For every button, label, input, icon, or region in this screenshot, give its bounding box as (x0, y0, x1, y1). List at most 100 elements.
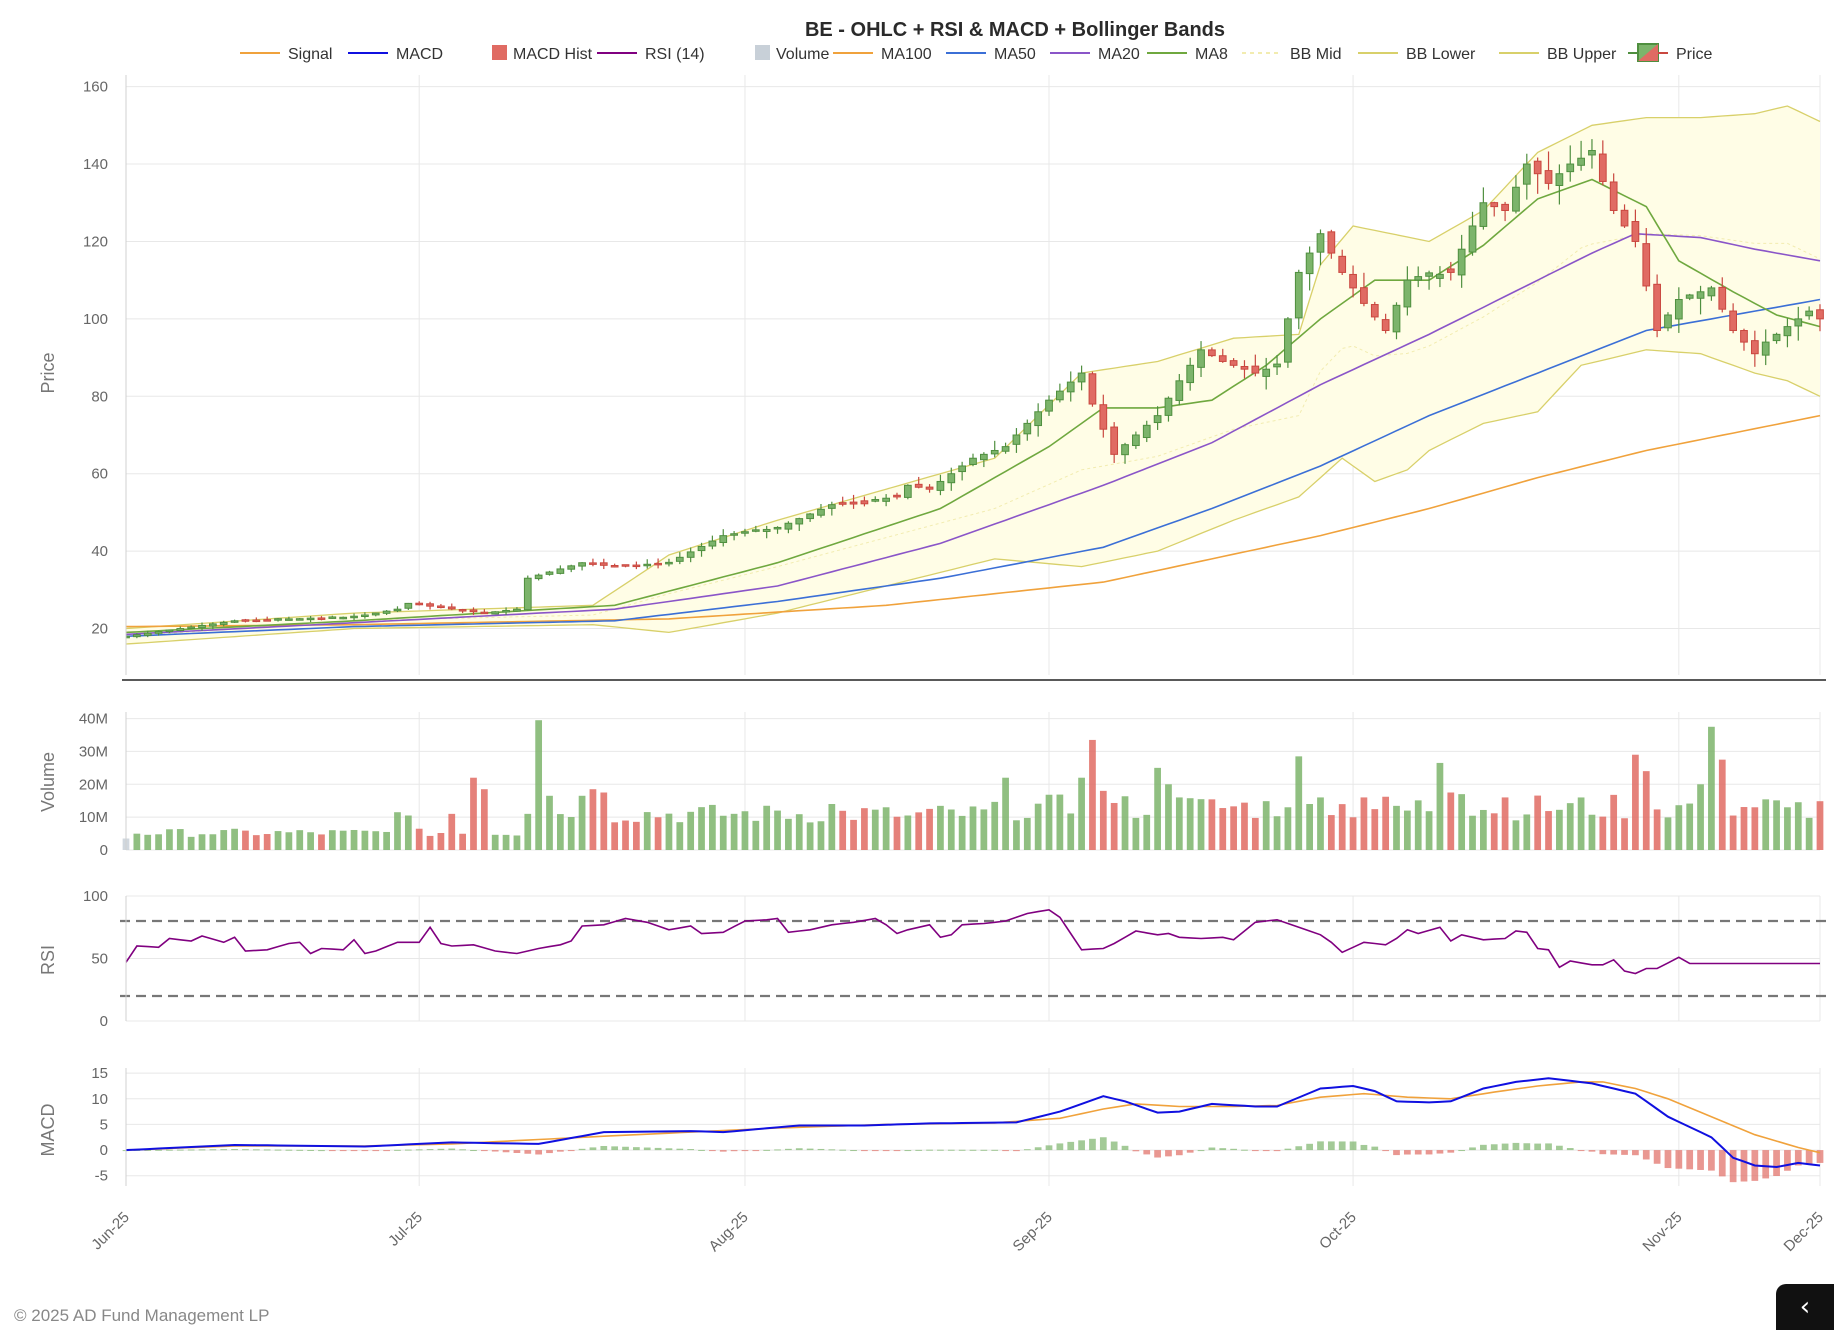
volume-bar (1078, 777, 1085, 850)
volume-bar (1143, 814, 1151, 850)
candle-body (382, 610, 391, 614)
volume-bar (502, 834, 510, 850)
macd-hist-bar (915, 1149, 923, 1151)
macd-hist-bar (1805, 1150, 1813, 1165)
candle-body (599, 562, 608, 566)
candle-body (328, 616, 337, 619)
volume-bar (1023, 817, 1031, 850)
volume-bar (828, 804, 836, 850)
rsi-panel (120, 908, 1826, 998)
candle-body (1338, 255, 1347, 273)
macd-hist-bar (1512, 1142, 1520, 1151)
volume-bar (1273, 816, 1281, 850)
volume-bar (1132, 817, 1140, 850)
volume-bar (448, 813, 456, 850)
candle-body (643, 563, 652, 567)
candle-body (675, 556, 684, 562)
candle-body (1360, 287, 1368, 304)
volume-bar (1794, 802, 1802, 850)
candle-body (1685, 294, 1694, 299)
candle-body (306, 617, 315, 621)
volume-bar (719, 815, 727, 850)
macd-hist-bar (502, 1150, 510, 1153)
volume-bar (1262, 801, 1270, 850)
candle-body (1056, 390, 1064, 401)
volume-bar (850, 819, 857, 850)
macd-hist-bar (1154, 1150, 1161, 1158)
macd-hist-bar (1403, 1150, 1411, 1155)
candle-body (1479, 202, 1488, 227)
macd-hist-bar (1306, 1143, 1313, 1151)
candle-body (187, 626, 196, 629)
y-tick-label: 5 (100, 1116, 108, 1133)
candle-body (219, 621, 228, 625)
macd-hist-bar (1414, 1150, 1422, 1155)
candle-body (762, 528, 771, 532)
candle-body (404, 602, 413, 609)
volume-bar (470, 777, 477, 850)
y-tick-label: -5 (95, 1168, 108, 1185)
price-candlesticks (126, 139, 1824, 639)
volume-bar (1588, 814, 1596, 850)
macd-hist-bar (1241, 1149, 1248, 1151)
candle-body (654, 562, 662, 566)
candle-body (621, 564, 630, 567)
volume-bar (1154, 767, 1161, 850)
volume-bar (1349, 817, 1357, 850)
volume-bar (1686, 803, 1694, 850)
volume-bar (1708, 726, 1715, 850)
macd-hist-bar (1588, 1150, 1596, 1152)
volume-bar (372, 831, 380, 850)
candle-body (1696, 291, 1705, 299)
macd-hist-bar (687, 1149, 695, 1151)
macd-hist-bar (252, 1149, 260, 1151)
candle-body (447, 606, 456, 610)
candle-body (632, 564, 641, 568)
volume-bar (1414, 800, 1422, 850)
candle-body (1512, 186, 1520, 212)
candle-body (1403, 279, 1412, 308)
macd-hist-bar (1501, 1143, 1509, 1151)
volume-bar (633, 821, 640, 850)
volume-bar (1067, 813, 1075, 850)
candle-body (1414, 276, 1423, 281)
candle-body (143, 632, 152, 636)
y-tick-label: 50 (91, 951, 108, 968)
volume-bar (752, 820, 760, 850)
macd-hist-bar (719, 1150, 727, 1152)
candle-body (1664, 314, 1672, 329)
macd-hist-bar (1110, 1141, 1118, 1151)
candle-body (1805, 310, 1814, 317)
macd-hist-bar (1349, 1141, 1357, 1151)
y-tick-label: 10M (79, 809, 108, 826)
candle-body (914, 483, 923, 488)
candle-body (990, 449, 999, 455)
candle-body (610, 564, 619, 568)
volume-bar (622, 820, 629, 850)
candle-body (1653, 283, 1661, 331)
macd-hist-bar (1729, 1150, 1737, 1183)
candle-body (1436, 273, 1444, 279)
collapse-panel-button[interactable]: ‹ (1776, 1284, 1834, 1330)
volume-bar (839, 810, 847, 850)
candle-body (1142, 424, 1151, 439)
y-tick-label: 60 (91, 466, 108, 483)
macd-hist-bar (1121, 1145, 1129, 1151)
candle-body (1240, 365, 1249, 370)
y-tick-label: 10 (91, 1091, 108, 1108)
candle-body (263, 619, 272, 622)
y-tick-label: 20 (91, 621, 108, 638)
volume-bar (383, 831, 390, 850)
candle-body (154, 631, 163, 634)
volume-bar (1447, 792, 1455, 850)
y-tick-label: 15 (91, 1065, 108, 1082)
volume-bar (1186, 798, 1194, 850)
y-tick-label: 30M (79, 743, 108, 760)
macd-hist-bar (1165, 1150, 1172, 1157)
volume-bar (231, 828, 238, 850)
macd-hist-bar (1056, 1143, 1064, 1151)
macd-hist-bar (448, 1148, 456, 1151)
candle-body (1208, 349, 1216, 357)
volume-bar (1284, 807, 1292, 850)
